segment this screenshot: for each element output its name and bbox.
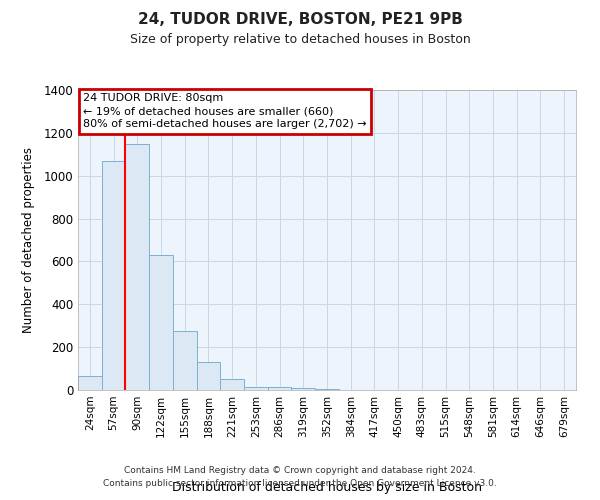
Bar xyxy=(220,380,244,390)
Bar xyxy=(149,255,173,390)
Bar xyxy=(78,376,102,390)
Text: 24 TUDOR DRIVE: 80sqm
← 19% of detached houses are smaller (660)
80% of semi-det: 24 TUDOR DRIVE: 80sqm ← 19% of detached … xyxy=(83,93,367,130)
Bar xyxy=(197,362,220,390)
X-axis label: Distribution of detached houses by size in Boston: Distribution of detached houses by size … xyxy=(172,482,482,494)
Bar xyxy=(292,388,315,390)
Text: Size of property relative to detached houses in Boston: Size of property relative to detached ho… xyxy=(130,32,470,46)
Y-axis label: Number of detached properties: Number of detached properties xyxy=(22,147,35,333)
Bar xyxy=(268,388,292,390)
Bar xyxy=(173,331,197,390)
Text: 24, TUDOR DRIVE, BOSTON, PE21 9PB: 24, TUDOR DRIVE, BOSTON, PE21 9PB xyxy=(137,12,463,28)
Text: Contains HM Land Registry data © Crown copyright and database right 2024.
Contai: Contains HM Land Registry data © Crown c… xyxy=(103,466,497,487)
Bar xyxy=(244,387,268,390)
Bar xyxy=(102,160,125,390)
Bar xyxy=(125,144,149,390)
